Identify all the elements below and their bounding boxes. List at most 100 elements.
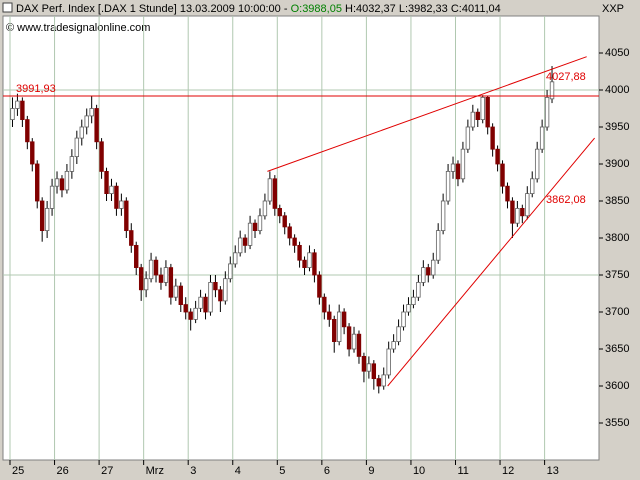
candle-body bbox=[401, 311, 406, 328]
candle-body bbox=[549, 81, 555, 100]
candle-body bbox=[272, 178, 278, 209]
candle-body bbox=[406, 304, 411, 313]
x-tick-label: 25 bbox=[12, 465, 24, 477]
y-tick-label: 3900 bbox=[605, 158, 629, 170]
candle-body bbox=[435, 230, 441, 261]
candle-body bbox=[317, 274, 322, 298]
candle-body bbox=[124, 200, 129, 232]
candle-body bbox=[114, 185, 119, 209]
candle-body bbox=[539, 126, 545, 150]
level-label: 3991,93 bbox=[16, 83, 56, 95]
candle-body bbox=[307, 252, 312, 269]
candle-body bbox=[386, 348, 391, 376]
candle-body bbox=[495, 148, 500, 165]
candle-body bbox=[59, 178, 65, 191]
x-tick-label: 9 bbox=[368, 465, 374, 477]
candle-body bbox=[143, 278, 149, 291]
candle-body bbox=[282, 215, 287, 228]
header-title: DAX Perf. Index [.DAX 1 Stunde] 13.03.20… bbox=[16, 3, 288, 15]
y-tick-label: 4050 bbox=[605, 47, 629, 59]
candle-body bbox=[69, 156, 75, 172]
candle-body bbox=[336, 311, 342, 343]
candle-body bbox=[416, 281, 421, 298]
candle-body bbox=[391, 341, 396, 350]
candle-body bbox=[426, 267, 431, 276]
y-tick-label: 3850 bbox=[605, 195, 629, 207]
x-tick-label: 6 bbox=[324, 465, 330, 477]
candle-body bbox=[302, 259, 307, 269]
candle-body bbox=[460, 148, 466, 180]
candle-body bbox=[327, 311, 332, 320]
candle-body bbox=[183, 304, 188, 313]
candle-body bbox=[470, 111, 476, 128]
watermark: © www.tradesignalonline.com bbox=[6, 22, 150, 34]
candle-body bbox=[351, 333, 357, 350]
candle-body bbox=[94, 108, 99, 143]
candle-body bbox=[520, 207, 525, 217]
candle-body bbox=[25, 119, 30, 143]
candle-body bbox=[188, 311, 193, 320]
candle-body bbox=[252, 222, 258, 231]
x-tick-label: 13 bbox=[547, 465, 559, 477]
candle-body bbox=[297, 244, 302, 261]
candle-body bbox=[203, 296, 208, 313]
y-tick-label: 3650 bbox=[605, 343, 629, 355]
candle-body bbox=[218, 289, 223, 302]
candle-body bbox=[20, 100, 25, 120]
candle-body bbox=[490, 126, 495, 150]
candle-body bbox=[381, 374, 386, 387]
candle-body bbox=[173, 285, 179, 298]
candle-body bbox=[198, 296, 203, 309]
candle-body bbox=[39, 200, 45, 232]
header-rest: H:4032,37 L:3982,33 C:4011,04 bbox=[345, 3, 501, 15]
candle-body bbox=[178, 285, 183, 306]
candle-body bbox=[356, 333, 362, 357]
candle-body bbox=[104, 170, 109, 194]
candle-body bbox=[84, 115, 89, 128]
candle-body bbox=[257, 215, 263, 232]
candle-body bbox=[223, 278, 228, 302]
candle-body bbox=[89, 108, 94, 117]
candle-body bbox=[292, 237, 297, 246]
y-tick-label: 3550 bbox=[605, 417, 629, 429]
candle-body bbox=[505, 185, 510, 202]
candle-body bbox=[10, 108, 15, 121]
header-open: O:3988,05 bbox=[291, 3, 342, 15]
candle-body bbox=[99, 141, 104, 172]
header: DAX Perf. Index [.DAX 1 Stunde] 13.03.20… bbox=[16, 3, 501, 15]
candle-body bbox=[153, 259, 159, 276]
candle-body bbox=[228, 263, 233, 280]
candle-body bbox=[361, 355, 367, 372]
candle-body bbox=[312, 252, 317, 276]
candle-body bbox=[455, 163, 461, 180]
x-tick-label: Mrz bbox=[146, 465, 164, 477]
y-tick-label: 3700 bbox=[605, 306, 629, 318]
corner-label: XXP bbox=[602, 3, 624, 15]
candle-body bbox=[30, 141, 35, 165]
candle-body bbox=[445, 170, 451, 202]
header-icon bbox=[2, 2, 13, 13]
plot-area bbox=[2, 15, 600, 461]
candle-body bbox=[262, 200, 268, 217]
candle-body bbox=[332, 318, 337, 342]
candle-body bbox=[233, 252, 238, 265]
candle-body bbox=[287, 226, 292, 239]
candle-body bbox=[64, 170, 70, 191]
candle-body bbox=[525, 193, 530, 217]
candle-body bbox=[158, 274, 164, 283]
candle-body bbox=[366, 363, 372, 372]
candle-body bbox=[411, 296, 416, 306]
candle-body bbox=[480, 97, 485, 121]
candle-body bbox=[15, 100, 20, 109]
candle-body bbox=[277, 207, 282, 217]
candle-body bbox=[267, 178, 273, 202]
candle-body bbox=[510, 200, 515, 224]
candle-body bbox=[465, 126, 471, 150]
candle-body bbox=[475, 111, 480, 120]
candle-body bbox=[129, 230, 134, 246]
candle-body bbox=[500, 163, 505, 187]
candle-body bbox=[208, 281, 213, 313]
candle-body bbox=[109, 185, 114, 194]
